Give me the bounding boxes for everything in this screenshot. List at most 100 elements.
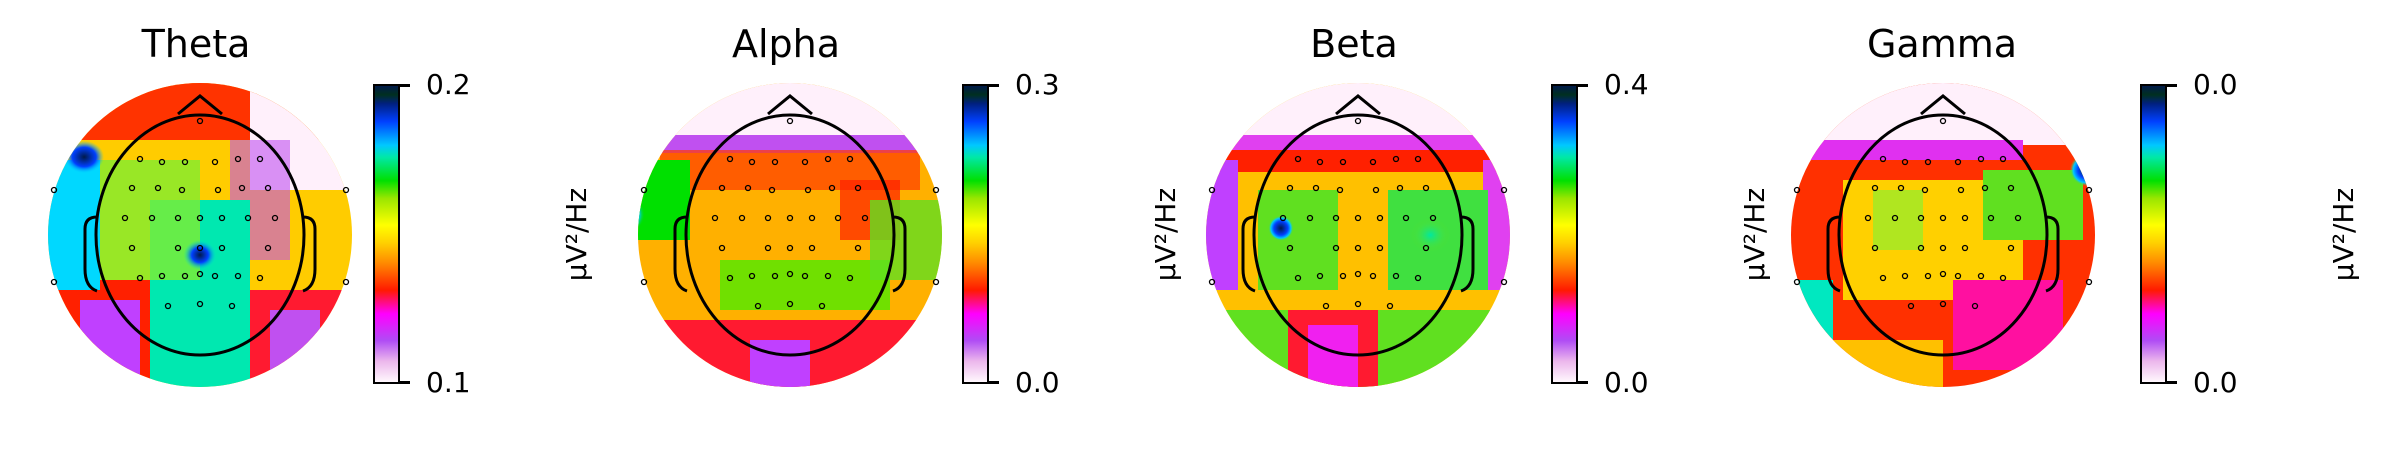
panel-title: Theta xyxy=(141,22,251,66)
electrode-marker xyxy=(196,300,204,308)
electrode-marker xyxy=(228,302,236,310)
electrode-marker xyxy=(128,184,136,192)
colorbar-tick-max xyxy=(398,84,410,87)
electrode-marker xyxy=(786,244,794,252)
electrode-marker xyxy=(1971,302,1979,310)
electrode-marker xyxy=(234,155,242,163)
colorbar-min-label: 0.1 xyxy=(426,366,471,399)
electrode-marker xyxy=(136,274,144,282)
electrode-marker xyxy=(1396,184,1404,192)
electrode-marker xyxy=(1987,214,1995,222)
electrode-marker xyxy=(1279,214,1287,222)
electrode-marker xyxy=(1500,278,1508,286)
colorbar-max-label: 0.4 xyxy=(1604,68,1649,101)
electrode-marker xyxy=(1897,184,1905,192)
electrode-marker xyxy=(726,155,734,163)
electrode-marker xyxy=(1386,302,1394,310)
colorbar-min-label: 0.0 xyxy=(1015,366,1060,399)
electrode-marker xyxy=(861,214,869,222)
electrode-marker xyxy=(1354,270,1362,278)
electrode-marker xyxy=(1316,158,1324,166)
electrode-marker xyxy=(1286,244,1294,252)
colorbar xyxy=(1551,84,1578,384)
electrode-marker xyxy=(1402,214,1410,222)
colorbar-tick-max xyxy=(1576,84,1588,87)
electrode-marker xyxy=(181,158,189,166)
electrode-marker xyxy=(1339,272,1347,280)
colorbar-unit-label: µV²/Hz xyxy=(2327,187,2361,282)
electrode-marker xyxy=(271,214,279,222)
electrode-marker xyxy=(640,186,648,194)
electrode-marker xyxy=(1939,117,1947,125)
electrode-marker xyxy=(1999,155,2007,163)
colorbar-max-label: 0.3 xyxy=(1015,68,1060,101)
electrode-marker xyxy=(1864,214,1872,222)
electrode-marker xyxy=(932,186,940,194)
electrode-marker xyxy=(1332,214,1340,222)
electrode-marker xyxy=(1429,214,1437,222)
electrode-marker xyxy=(158,158,166,166)
electrode-marker xyxy=(1879,155,1887,163)
electrode-marker xyxy=(786,300,794,308)
electrode-marker xyxy=(50,278,58,286)
electrode-marker xyxy=(178,186,186,194)
electrode-marker xyxy=(264,184,272,192)
electrode-marker xyxy=(50,186,58,194)
electrode-marker xyxy=(1977,272,1985,280)
panel-title: Alpha xyxy=(731,22,841,66)
electrode-marker xyxy=(1354,117,1362,125)
electrode-marker xyxy=(808,244,816,252)
electrode-marker xyxy=(1999,274,2007,282)
electrode-marker xyxy=(2085,186,2093,194)
colorbar-min-label: 0.0 xyxy=(1604,366,1649,399)
electrode-marker xyxy=(342,278,350,286)
electrode-marker xyxy=(264,244,272,252)
electrode-marker xyxy=(1977,155,1985,163)
electrode-marker xyxy=(1339,158,1347,166)
electrode-marker xyxy=(1793,278,1801,286)
electrode-marker xyxy=(154,184,162,192)
electrode-marker xyxy=(786,214,794,222)
electrode-marker xyxy=(1879,274,1887,282)
electrode-marker xyxy=(1901,158,1909,166)
electrode-marker xyxy=(1422,244,1430,252)
electrode-marker xyxy=(771,158,779,166)
electrode-marker xyxy=(1939,300,1947,308)
electrode-marker xyxy=(1961,244,1969,252)
electrode-marker xyxy=(214,186,222,194)
electrode-marker xyxy=(1322,302,1330,310)
electrode-marker xyxy=(158,272,166,280)
electrode-marker xyxy=(1981,184,1989,192)
electrode-marker xyxy=(1316,272,1324,280)
colorbar-unit-label: µV²/Hz xyxy=(1149,187,1183,282)
electrode-marker xyxy=(846,274,854,282)
topomap-panel-gamma: Gamma 0.0 0.0 µV²/Hz xyxy=(1791,0,2400,450)
colorbar-max-label: 0.0 xyxy=(2193,68,2238,101)
electrode-marker xyxy=(1414,155,1422,163)
electrode-marker xyxy=(196,214,204,222)
topomap-head xyxy=(1791,83,2095,387)
electrode-marker xyxy=(824,272,832,280)
electrode-marker xyxy=(218,214,226,222)
electrode-marker xyxy=(1907,302,1915,310)
electrode-marker xyxy=(1901,272,1909,280)
electrode-marker xyxy=(211,272,219,280)
electrode-marker xyxy=(1354,300,1362,308)
electrode-marker xyxy=(1369,272,1377,280)
electrode-marker xyxy=(174,214,182,222)
electrode-marker xyxy=(1500,186,1508,194)
electrode-marker xyxy=(1921,186,1929,194)
electrode-marker xyxy=(1294,274,1302,282)
electrode-marker xyxy=(121,214,129,222)
electrode-marker xyxy=(1917,214,1925,222)
electrode-marker xyxy=(1332,244,1340,252)
electrode-marker xyxy=(136,155,144,163)
colorbar-unit-label: µV²/Hz xyxy=(1738,187,1772,282)
electrode-marker xyxy=(754,302,762,310)
electrode-marker xyxy=(2007,184,2015,192)
electrode-marker xyxy=(2085,278,2093,286)
colorbar xyxy=(2140,84,2167,384)
electrode-marker xyxy=(1793,186,1801,194)
electrode-marker xyxy=(1354,244,1362,252)
electrode-marker xyxy=(808,214,816,222)
